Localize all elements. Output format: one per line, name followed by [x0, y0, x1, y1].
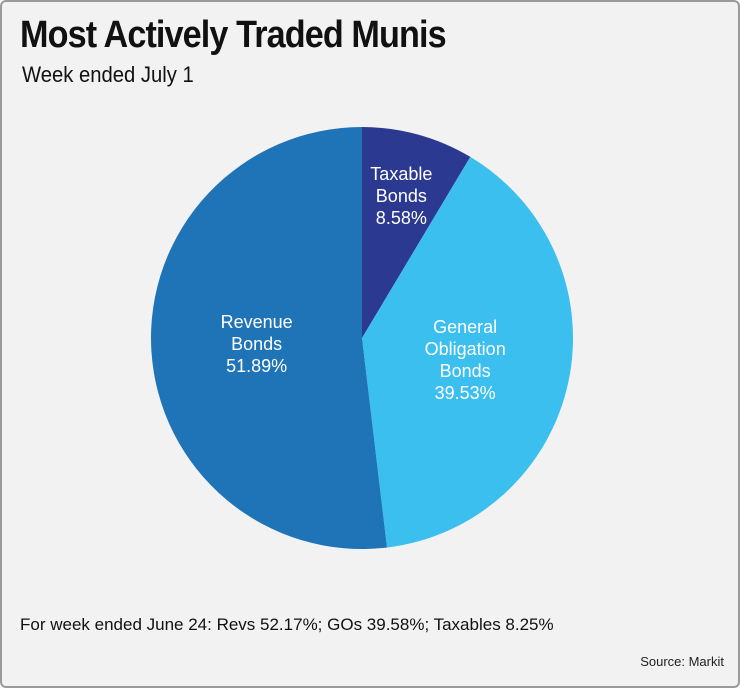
slice-label: Taxable Bonds 8.58%	[370, 163, 432, 229]
pie-slice	[151, 127, 387, 549]
chart-subtitle: Week ended July 1	[22, 62, 194, 87]
slice-label: Revenue Bonds 51.89%	[221, 311, 293, 377]
slice-category: Revenue Bonds	[220, 312, 293, 355]
slice-value: 8.58%	[375, 207, 427, 228]
slice-category: General Obligation Bonds	[424, 317, 506, 381]
pie-slice	[362, 127, 471, 338]
note: For week ended June 24: Revs 52.17%; GOs…	[20, 615, 554, 634]
pie-slice	[362, 156, 573, 548]
slice-category: Taxable Bonds	[370, 163, 433, 206]
chart-title: Most Actively Traded Munis	[20, 14, 447, 56]
slice-value: 51.89%	[226, 356, 288, 377]
slice-label: General Obligation Bonds 39.53%	[425, 316, 506, 404]
source: Source: Markit	[640, 654, 724, 669]
slice-value: 39.53%	[434, 383, 496, 403]
